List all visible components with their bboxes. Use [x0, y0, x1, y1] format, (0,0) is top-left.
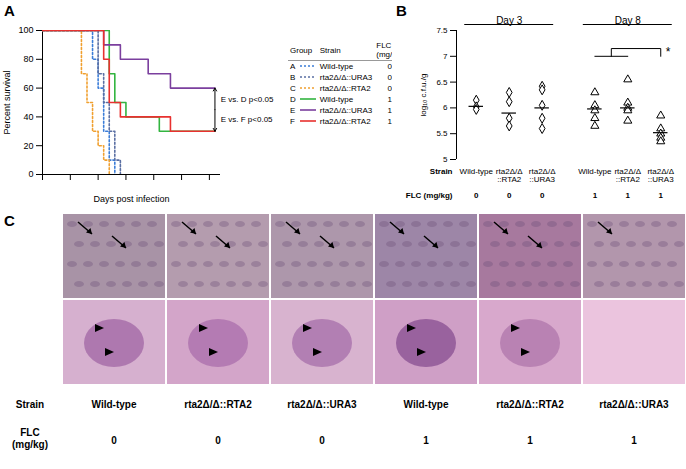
svg-text:0: 0 — [319, 435, 325, 446]
svg-text:Day 3: Day 3 — [496, 15, 523, 26]
svg-text:*: * — [666, 45, 671, 59]
html-text:A: A — [4, 2, 15, 19]
html-text:0: 0 — [387, 84, 392, 93]
svg-text:Strain: Strain — [430, 167, 453, 176]
html-text:FLC (mg/kg): FLC (mg/kg) — [376, 41, 404, 59]
svg-text:Percent survival: Percent survival — [2, 70, 12, 134]
svg-text:1: 1 — [423, 435, 429, 446]
svg-text:rta2Δ/Δ::RTA2: rta2Δ/Δ::RTA2 — [496, 167, 523, 184]
svg-text:6.5: 6.5 — [436, 78, 448, 87]
svg-text:log₁₀ c.f.u./g: log₁₀ c.f.u./g — [419, 74, 428, 117]
svg-text:1: 1 — [659, 191, 664, 200]
svg-text:Wild-type: Wild-type — [578, 167, 612, 176]
svg-text:Strain: Strain — [16, 399, 44, 410]
svg-text:0: 0 — [474, 191, 479, 200]
svg-text:5.5: 5.5 — [436, 129, 448, 138]
svg-text:40: 40 — [23, 112, 33, 122]
svg-text:E vs. D p<0.05: E vs. D p<0.05 — [221, 95, 274, 104]
svg-text:7.5: 7.5 — [436, 26, 448, 35]
svg-text:FLC(mg/kg): FLC(mg/kg) — [12, 427, 48, 450]
svg-text:1: 1 — [527, 435, 533, 446]
html-text:rta2Δ/Δ::URA3: rta2Δ/Δ::URA3 — [319, 106, 373, 115]
svg-text:100: 100 — [18, 25, 33, 35]
html-text:Strain: Strain — [319, 45, 341, 55]
svg-text:5: 5 — [443, 155, 448, 164]
svg-text:Wild-type: Wild-type — [404, 399, 449, 410]
svg-text:0: 0 — [507, 191, 512, 200]
svg-text:80: 80 — [23, 54, 33, 64]
svg-text:1: 1 — [626, 191, 631, 200]
svg-text:rta2Δ/Δ::URA3: rta2Δ/Δ::URA3 — [599, 399, 669, 410]
html-text:rta2Δ/Δ::URA3: rta2Δ/Δ::URA3 — [319, 73, 373, 82]
svg-text:0: 0 — [28, 169, 33, 179]
html-text:C: C — [290, 84, 296, 93]
svg-text:20: 20 — [23, 141, 33, 151]
svg-text:E vs. F p<0.05: E vs. F p<0.05 — [221, 115, 273, 124]
html-text:C: C — [4, 212, 15, 229]
html-text:0: 0 — [387, 62, 392, 71]
svg-text:Day 8: Day 8 — [615, 15, 642, 26]
svg-text:rta2Δ/Δ::RTA2: rta2Δ/Δ::RTA2 — [496, 399, 564, 410]
svg-text:60: 60 — [23, 83, 33, 93]
html-text:rta2Δ/Δ::RTA2: rta2Δ/Δ::RTA2 — [319, 84, 371, 93]
html-text:D: D — [290, 95, 296, 104]
svg-text:0: 0 — [540, 191, 545, 200]
html-text:Wild-type: Wild-type — [319, 62, 354, 71]
html-text:E: E — [290, 106, 296, 115]
html-text:1: 1 — [387, 117, 392, 126]
svg-text:Wild-type: Wild-type — [92, 399, 137, 410]
svg-text:rta2Δ/Δ::URA3: rta2Δ/Δ::URA3 — [287, 399, 357, 410]
html-text:0: 0 — [387, 73, 392, 82]
svg-text:0: 0 — [111, 435, 117, 446]
html-text:B: B — [290, 73, 296, 82]
svg-text:7: 7 — [443, 52, 448, 61]
svg-text:rta2Δ/Δ::URA3: rta2Δ/Δ::URA3 — [647, 167, 674, 184]
html-text:rta2Δ/Δ::RTA2: rta2Δ/Δ::RTA2 — [319, 117, 371, 126]
svg-text:6: 6 — [443, 103, 448, 112]
svg-text:0: 0 — [215, 435, 221, 446]
svg-text:1: 1 — [593, 191, 598, 200]
html-text:A: A — [290, 62, 296, 71]
svg-text:rta2Δ/Δ::RTA2: rta2Δ/Δ::RTA2 — [184, 399, 252, 410]
svg-text:Wild-type: Wild-type — [460, 167, 494, 176]
html-text:1: 1 — [387, 106, 392, 115]
html-text:B: B — [396, 2, 407, 19]
svg-text:FLC (mg/kg): FLC (mg/kg) — [406, 191, 453, 200]
svg-text:rta2Δ/Δ::URA3: rta2Δ/Δ::URA3 — [529, 167, 556, 184]
html-text:1: 1 — [387, 95, 392, 104]
svg-text:1: 1 — [631, 435, 637, 446]
svg-text:rta2Δ/Δ::RTA2: rta2Δ/Δ::RTA2 — [614, 167, 641, 184]
html-text:F: F — [290, 117, 295, 126]
html-text:Group: Group — [290, 45, 313, 55]
svg-text:Days post infection: Days post infection — [93, 194, 169, 204]
html-text:Wild-type: Wild-type — [319, 95, 354, 104]
